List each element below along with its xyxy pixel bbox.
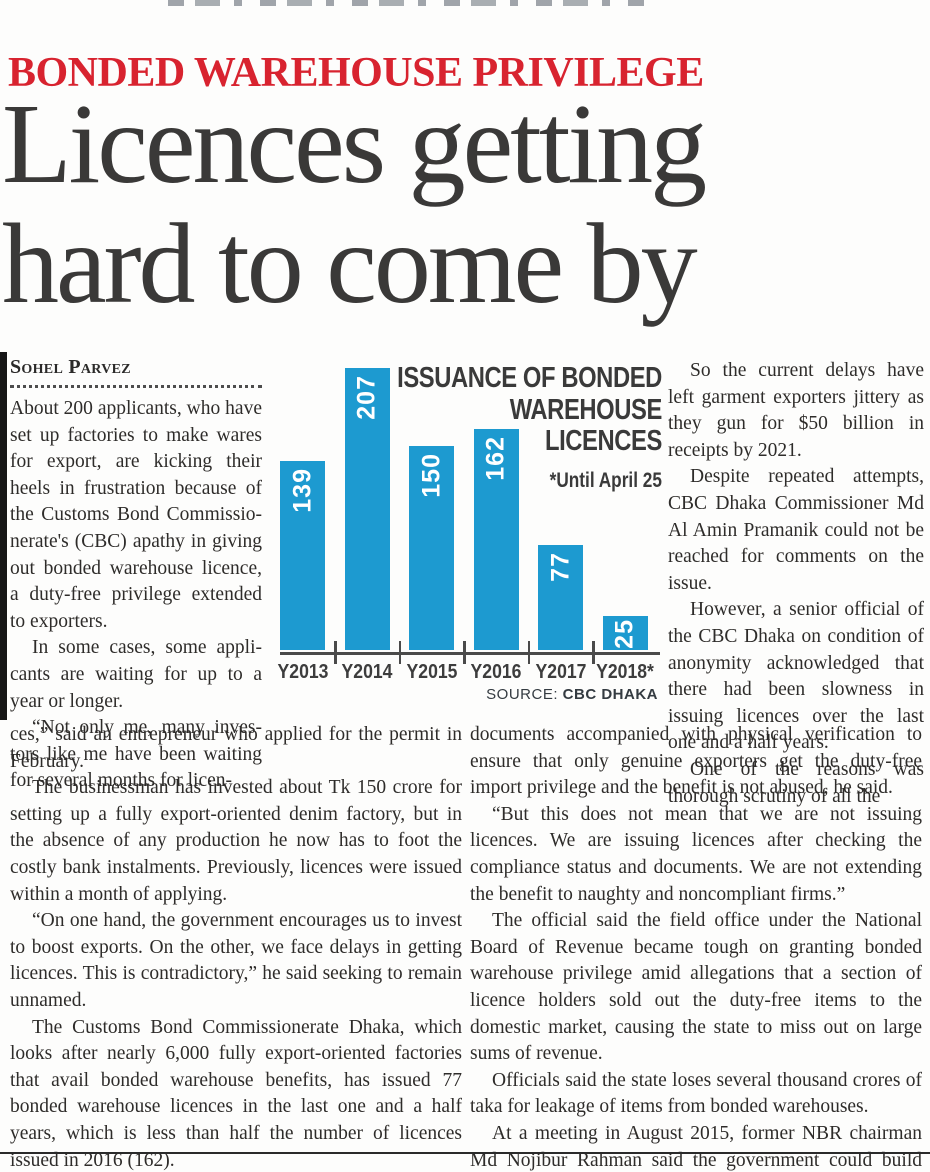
paragraph: Officials said the state loses several t… xyxy=(470,1069,922,1118)
bar-value-label: 25 xyxy=(610,619,639,649)
source-label: SOURCE: xyxy=(486,686,558,703)
chart-title: ISSUANCE OF BONDED WAREHOUSE LICENCES *U… xyxy=(397,362,663,496)
bar-value-label: 139 xyxy=(288,468,316,513)
article-column-1: Sohel Parvez About 200 applicants, who h… xyxy=(10,356,262,795)
chart-category-label: Y2016 xyxy=(470,661,522,683)
chart-axis-tick xyxy=(592,641,595,664)
source-value: CBC DHAKA xyxy=(562,686,658,703)
paragraph: documents accompanied with physical veri… xyxy=(470,724,922,799)
bar-Y2013: 139 xyxy=(280,461,325,650)
paragraph: At a meeting in August 2015, former NBR … xyxy=(470,1122,922,1171)
bar-value-label: 77 xyxy=(546,552,574,582)
bar-Y2016: 162 xyxy=(473,429,519,650)
chart-title-line: ISSUANCE OF BONDED xyxy=(397,362,662,394)
paragraph: “Not only me, many inves-tors like me ha… xyxy=(10,717,262,792)
chart-category-label: Y2013 xyxy=(277,661,328,683)
bottom-right-column: documents accompanied with physical veri… xyxy=(470,722,922,1172)
chart-axis-tick xyxy=(334,641,337,664)
headline-line-2: hard to come by xyxy=(2,200,698,327)
bar-Y2018*: 25 xyxy=(602,616,648,650)
chart-title-line: WAREHOUSE xyxy=(509,393,663,426)
chart-category-label: Y2014 xyxy=(341,661,393,683)
chart-axis-tick xyxy=(463,641,466,664)
paragraph: So the current delays have left garment … xyxy=(668,360,924,461)
paragraph: About 200 applicants, who have set up fa… xyxy=(10,398,262,632)
paragraph: The official said the field office under… xyxy=(470,910,922,1065)
paragraph: “On one hand, the government encourages … xyxy=(10,910,462,1011)
chart-subtitle: *Until April 25 xyxy=(549,468,662,492)
chart-category-label: Y2015 xyxy=(406,661,457,683)
bar-Y2015: 150 xyxy=(409,446,454,650)
chart-source: SOURCE: CBC DHAKA xyxy=(486,686,658,703)
paragraph: The businessman has invested about Tk 15… xyxy=(10,777,462,905)
byline: Sohel Parvez xyxy=(10,356,131,378)
paragraph: In some cases, some appli-cants are wait… xyxy=(10,637,262,712)
headline-line-1: Licences getting xyxy=(2,80,707,207)
scan-edge-artifact xyxy=(0,352,7,720)
chart-axis-tick xyxy=(398,641,401,664)
chart-title-line: LICENCES xyxy=(545,425,662,457)
bar-value-label: 207 xyxy=(352,375,381,420)
chart-bars: 139 207 150 162 77 25 xyxy=(280,362,660,650)
paragraph: “But this does not mean that we are not … xyxy=(470,803,922,905)
byline-dotted-rule xyxy=(10,385,262,388)
bar-chart-issuance-of-bonded-warehouse-licences: 139 207 150 162 77 25 ISSUANCE OF BONDED WARE… xyxy=(277,362,663,714)
page-top-clipped-text xyxy=(168,0,646,6)
bar-Y2014: 207 xyxy=(344,368,390,650)
bottom-left-column: ces,” said an entrepreneur who applied f… xyxy=(10,722,462,1172)
chart-category-label: Y2018* xyxy=(596,661,654,683)
article-kicker: BONDED WAREHOUSE PRIVILEGE xyxy=(8,50,704,96)
bottom-rule xyxy=(0,1152,930,1154)
paragraph: One of the reasons was thorough scrutiny… xyxy=(668,758,924,807)
chart-x-axis xyxy=(280,652,660,655)
article-column-2: So the current delays have left garment … xyxy=(668,358,924,810)
paragraph: However, a senior official of the CBC Dh… xyxy=(668,599,924,754)
chart-category-label: Y2017 xyxy=(535,661,586,683)
paragraph: ces,” said an entrepreneur who applied f… xyxy=(10,724,462,772)
chart-axis-tick xyxy=(527,641,530,664)
paragraph: The Customs Bond Commissionerate Dhaka, … xyxy=(10,1016,462,1171)
article-headline: Licences getting hard to come by xyxy=(2,84,928,324)
paragraph: Despite repeated attempts, CBC Dhaka Com… xyxy=(668,466,924,594)
bar-Y2017: 77 xyxy=(538,545,583,650)
